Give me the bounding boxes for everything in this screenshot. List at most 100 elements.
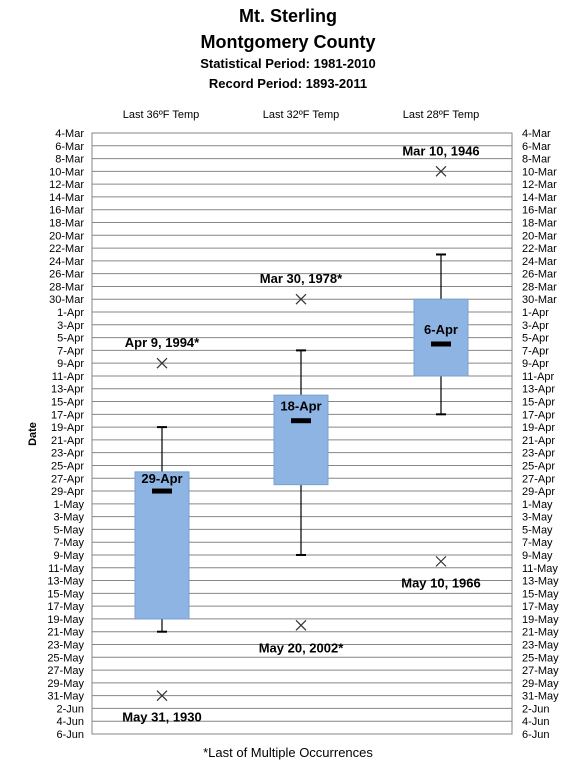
y-axis-title: Date bbox=[27, 422, 39, 446]
record-marker bbox=[156, 357, 168, 369]
y-tick-label-left: 7-Apr bbox=[57, 345, 84, 357]
y-tick-label-left: 15-Apr bbox=[51, 397, 84, 409]
y-tick-label-left: 21-May bbox=[47, 627, 84, 639]
y-tick-label-left: 17-Apr bbox=[51, 409, 84, 421]
y-tick-label-right: 21-May bbox=[522, 627, 559, 639]
y-tick-label-left: 4-Mar bbox=[55, 128, 84, 140]
y-tick-label-right: 25-Apr bbox=[522, 460, 555, 472]
y-tick-label-left: 19-Apr bbox=[51, 422, 84, 434]
y-tick-label-right: 20-Mar bbox=[522, 230, 557, 242]
record-period: Record Period: 1893-2011 bbox=[208, 76, 368, 91]
interquartile-box bbox=[413, 298, 469, 377]
y-tick-label-left: 24-Mar bbox=[49, 256, 84, 268]
record-marker bbox=[435, 555, 447, 567]
y-tick-label-left: 27-May bbox=[47, 665, 84, 677]
y-tick-label-right: 23-Apr bbox=[522, 448, 555, 460]
record-label: May 31, 1930 bbox=[122, 710, 202, 725]
y-tick-label-left: 17-May bbox=[47, 601, 84, 613]
y-tick-label-right: 22-Mar bbox=[522, 243, 557, 255]
y-tick-label-right: 1-May bbox=[522, 499, 553, 511]
y-tick-label-right: 9-May bbox=[522, 550, 553, 562]
y-tick-label-right: 14-Mar bbox=[522, 192, 557, 204]
y-tick-label-right: 31-May bbox=[522, 691, 559, 703]
y-tick-label-right: 15-Apr bbox=[522, 397, 555, 409]
y-tick-label-right: 11-Apr bbox=[522, 371, 555, 383]
y-tick-label-right: 1-Apr bbox=[522, 307, 549, 319]
y-tick-label-left: 28-Mar bbox=[49, 281, 84, 293]
y-tick-label-left: 31-May bbox=[47, 691, 84, 703]
y-tick-label-right: 6-Jun bbox=[522, 729, 550, 741]
y-tick-label-right: 13-May bbox=[522, 576, 559, 588]
y-tick-label-left: 5-Apr bbox=[57, 333, 84, 345]
y-tick-label-right: 19-May bbox=[522, 614, 559, 626]
y-tick-label-right: 19-Apr bbox=[522, 422, 555, 434]
y-tick-label-left: 10-Mar bbox=[49, 166, 84, 178]
y-tick-label-left: 19-May bbox=[47, 614, 84, 626]
y-tick-label-left: 9-May bbox=[53, 550, 84, 562]
y-tick-label-left: 4-Jun bbox=[56, 716, 84, 728]
y-tick-label-left: 12-Mar bbox=[49, 179, 84, 191]
y-tick-label-right: 16-Mar bbox=[522, 205, 557, 217]
y-tick-label-left: 11-Apr bbox=[52, 371, 85, 383]
y-tick-label-right: 27-May bbox=[522, 665, 559, 677]
y-tick-label-right: 10-Mar bbox=[522, 166, 557, 178]
y-tick-label-right: 3-Apr bbox=[522, 320, 549, 332]
y-tick-label-right: 8-Mar bbox=[522, 154, 551, 166]
y-tick-label-right: 29-Apr bbox=[522, 486, 555, 498]
median-label: 18-Apr bbox=[280, 399, 321, 414]
series-header-36f: Last 36ºF Temp bbox=[122, 109, 200, 121]
record-marker bbox=[295, 293, 307, 305]
y-tick-label-left: 13-Apr bbox=[51, 384, 84, 396]
record-label: May 10, 1966 bbox=[401, 575, 481, 590]
y-tick-label-right: 4-Jun bbox=[522, 716, 550, 728]
interquartile-box bbox=[134, 471, 190, 620]
y-tick-label-left: 22-Mar bbox=[49, 243, 84, 255]
y-tick-label-right: 12-Mar bbox=[522, 179, 557, 191]
y-tick-label-left: 2-Jun bbox=[56, 703, 84, 715]
y-tick-label-left: 14-Mar bbox=[49, 192, 84, 204]
y-tick-label-left: 3-Apr bbox=[57, 320, 84, 332]
record-marker bbox=[435, 165, 447, 177]
record-label: May 20, 2002* bbox=[259, 640, 345, 655]
y-tick-label-left: 25-May bbox=[47, 652, 84, 664]
chart-title-line1: Mt. Sterling bbox=[239, 6, 337, 26]
y-tick-label-left: 26-Mar bbox=[49, 269, 84, 281]
y-tick-label-right: 15-May bbox=[522, 588, 559, 600]
y-tick-label-left: 25-Apr bbox=[51, 460, 84, 472]
y-tick-label-left: 23-May bbox=[47, 639, 84, 651]
record-marker bbox=[295, 619, 307, 631]
y-tick-label-left: 16-Mar bbox=[49, 205, 84, 217]
plot-area bbox=[91, 132, 513, 735]
median-label: 6-Apr bbox=[424, 322, 458, 337]
y-tick-label-right: 7-Apr bbox=[522, 345, 549, 357]
y-tick-label-left: 27-Apr bbox=[51, 473, 84, 485]
y-tick-label-left: 9-Apr bbox=[57, 358, 84, 370]
series-header-28f: Last 28ºF Temp bbox=[402, 109, 480, 121]
y-tick-label-right: 6-Mar bbox=[522, 141, 551, 153]
y-tick-label-left: 8-Mar bbox=[55, 154, 84, 166]
y-tick-label-right: 17-Apr bbox=[522, 409, 555, 421]
footnote: *Last of Multiple Occurrences bbox=[203, 745, 373, 760]
statistical-period: Statistical Period: 1981-2010 bbox=[200, 56, 376, 71]
record-marker bbox=[156, 690, 168, 702]
y-tick-label-left: 21-Apr bbox=[51, 435, 84, 447]
y-tick-label-left: 5-May bbox=[53, 524, 84, 536]
y-tick-label-right: 13-Apr bbox=[522, 384, 555, 396]
y-tick-label-right: 25-May bbox=[522, 652, 559, 664]
y-tick-label-left: 11-May bbox=[48, 563, 84, 575]
y-tick-label-right: 26-Mar bbox=[522, 269, 557, 281]
y-tick-label-left: 13-May bbox=[47, 576, 84, 588]
y-tick-label-right: 23-May bbox=[522, 639, 559, 651]
median-label: 29-Apr bbox=[141, 471, 182, 486]
y-tick-label-right: 5-May bbox=[522, 524, 553, 536]
median-marker bbox=[152, 488, 172, 494]
y-tick-label-right: 27-Apr bbox=[522, 473, 555, 485]
median-marker bbox=[431, 341, 451, 347]
y-tick-label-right: 11-May bbox=[522, 563, 558, 575]
y-tick-label-left: 6-Jun bbox=[56, 729, 84, 741]
median-marker bbox=[291, 418, 311, 424]
y-tick-label-left: 1-May bbox=[53, 499, 84, 511]
y-tick-label-right: 29-May bbox=[522, 678, 559, 690]
y-tick-label-right: 17-May bbox=[522, 601, 559, 613]
